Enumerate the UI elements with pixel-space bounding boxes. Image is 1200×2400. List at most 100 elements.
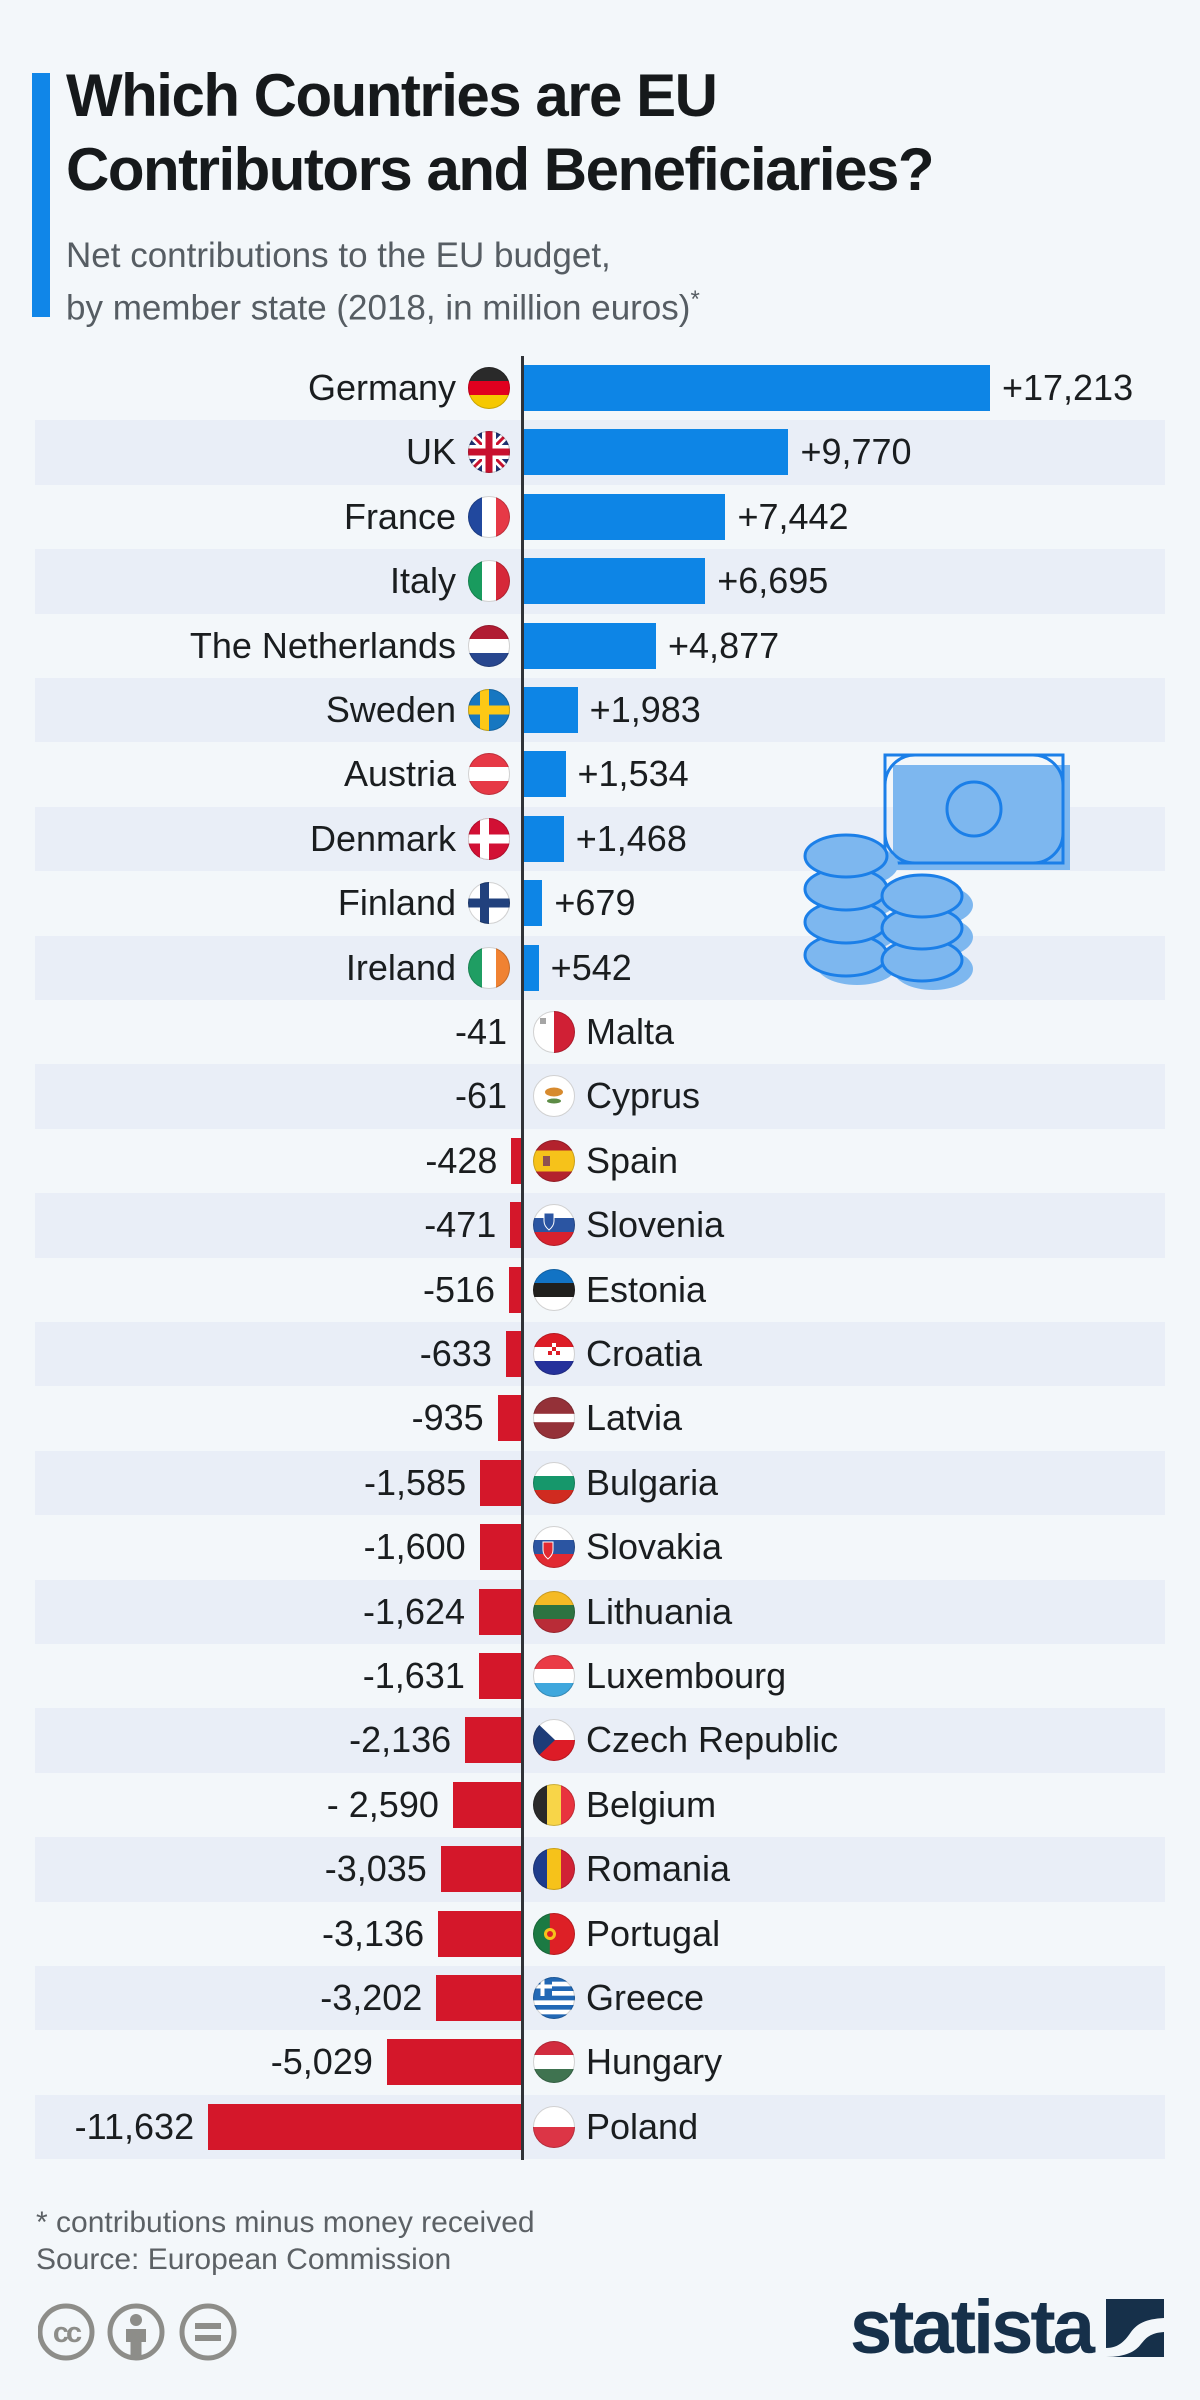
country-label-cyprus: Cyprus [586, 1075, 701, 1117]
chart-row-sweden: Sweden +1,983 [0, 678, 1200, 743]
country-label-denmark: Denmark [309, 817, 456, 859]
bulgaria-flag-icon [533, 1461, 575, 1504]
malta-flag-icon [533, 1011, 575, 1053]
footnote-line2: Source: European Commission [36, 2243, 452, 2276]
sweden-flag-icon [468, 689, 510, 731]
country-label-hungary: Hungary [586, 2041, 723, 2083]
croatia-flag-icon [533, 1333, 575, 1375]
chart-row-czech-republic: Czech Republic -2,136 [0, 1708, 1200, 1773]
chart-row-poland: Poland -11,632 [0, 2094, 1200, 2160]
value-label-austria: +1,534 [577, 753, 689, 795]
chart-row-spain: Spain -428 [0, 1129, 1200, 1193]
row-stripe [35, 1708, 1165, 1773]
country-label-czech-republic: Czech Republic [586, 1719, 839, 1761]
country-label-sweden: Sweden [325, 689, 456, 730]
footnote-line1: * contributions minus money received [36, 2206, 535, 2239]
chart-row-germany: Germany +17,213 [0, 356, 1200, 420]
romania-flag-icon [533, 1848, 575, 1891]
bar-sweden [524, 687, 578, 733]
chart-row-romania: Romania -3,035 [0, 1837, 1200, 1902]
value-label-bulgaria: -1,585 [364, 1461, 467, 1503]
value-label-slovenia: -471 [424, 1204, 497, 1246]
estonia-flag-icon [533, 1268, 575, 1311]
license-icons: cc [37, 2301, 268, 2363]
footnote-marker: * [690, 286, 700, 313]
value-label-ireland: +542 [550, 946, 632, 988]
value-label-finland: +679 [554, 882, 636, 924]
value-label-uk: +9,770 [800, 431, 912, 473]
bar-ireland [524, 944, 539, 991]
page-subtitle-line1: Net contributions to the EU budget, [66, 236, 611, 275]
row-stripe [35, 678, 1165, 743]
chart-row-hungary: Hungary -5,029 [0, 2030, 1200, 2094]
spain-flag-icon [533, 1139, 575, 1182]
value-label-germany: +17,213 [1001, 367, 1134, 408]
value-label-romania: -3,035 [324, 1848, 427, 1890]
bar-poland [208, 2103, 523, 2150]
page-title-line2: Contributors and Beneficiaries? [66, 136, 934, 203]
bar-slovakia [479, 1524, 523, 1571]
bar-romania [440, 1846, 523, 1893]
germany-flag-icon [468, 367, 510, 409]
france-flag-icon [468, 495, 510, 538]
row-stripe [35, 1064, 1165, 1129]
chart-row-belgium: Belgium - 2,590 [0, 1773, 1200, 1837]
bar-czech-republic [465, 1717, 523, 1764]
latvia-flag-icon [533, 1397, 575, 1440]
country-label-romania: Romania [586, 1848, 731, 1890]
country-label-croatia: Croatia [586, 1333, 703, 1374]
bar-estonia [509, 1266, 523, 1313]
chart-row-the-netherlands: The Netherlands +4,877 [0, 614, 1200, 678]
value-label-cyprus: -61 [454, 1075, 507, 1117]
row-stripe [35, 1579, 1165, 1644]
chart-row-uk: UK +9,770 [0, 420, 1200, 485]
country-label-italy: Italy [389, 560, 456, 602]
chart-row-finland: Finland +679 [0, 871, 1200, 935]
chart-row-greece: Greece -3,202 [0, 1966, 1200, 2031]
page-subtitle-line2: by member state (2018, in million euros)… [66, 286, 700, 328]
attribution-person-glyph [126, 2314, 146, 2356]
slovakia-flag-icon [533, 1526, 575, 1569]
italy-flag-icon [468, 560, 510, 603]
bar-the-netherlands [524, 622, 657, 669]
bar-italy [524, 558, 706, 605]
coin-stack-right-icon [880, 873, 973, 990]
bar-luxembourg [478, 1653, 523, 1699]
bar-uk [524, 429, 789, 476]
bar-denmark [524, 815, 564, 862]
footnote: * contributions minus money received Sou… [36, 2204, 535, 2278]
row-stripe [35, 1966, 1165, 2031]
luxembourg-flag-icon [533, 1655, 575, 1697]
country-label-slovenia: Slovenia [586, 1204, 725, 1246]
value-label-sweden: +1,983 [589, 689, 701, 730]
banknote-and-coins-icon [803, 753, 1070, 990]
equals-glyph [195, 2323, 221, 2341]
country-label-belgium: Belgium [586, 1783, 717, 1825]
bar-spain [511, 1137, 523, 1184]
bar-hungary [386, 2039, 523, 2086]
the-netherlands-flag-icon [468, 624, 510, 667]
page-subtitle: Net contributions to the EU budget, by m… [66, 234, 700, 331]
zero-axis-line [521, 356, 524, 2160]
chart-row-portugal: Portugal -3,136 [0, 1902, 1200, 1966]
value-label-slovakia: -1,600 [363, 1526, 466, 1568]
money-illustration [770, 725, 1100, 1010]
value-label-spain: -428 [425, 1139, 498, 1181]
row-stripe [35, 1837, 1165, 1902]
bar-greece [436, 1975, 523, 2021]
slovenia-flag-icon [533, 1204, 575, 1247]
value-label-luxembourg: -1,631 [362, 1655, 465, 1696]
bar-portugal [438, 1910, 523, 1957]
chart-row-bulgaria: Bulgaria -1,585 [0, 1450, 1200, 1516]
country-label-portugal: Portugal [586, 1912, 721, 1954]
bar-belgium [452, 1781, 523, 1828]
chart-row-malta: Malta -41 [0, 1000, 1200, 1064]
belgium-flag-icon [533, 1783, 575, 1826]
row-stripe [35, 1193, 1165, 1258]
chart-row-luxembourg: Luxembourg -1,631 [0, 1644, 1200, 1708]
country-label-uk: UK [405, 431, 456, 473]
value-label-croatia: -633 [419, 1333, 492, 1374]
finland-flag-icon [468, 882, 510, 925]
chart-row-lithuania: Lithuania -1,624 [0, 1579, 1200, 1644]
chart-row-cyprus: Cyprus -61 [0, 1064, 1200, 1129]
